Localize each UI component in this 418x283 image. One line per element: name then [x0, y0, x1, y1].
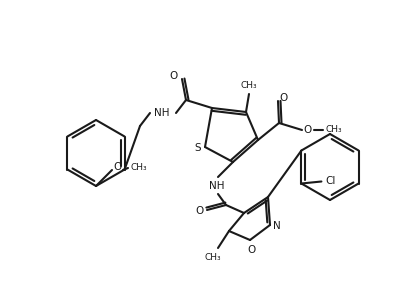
Text: CH₃: CH₃	[131, 164, 147, 173]
Text: CH₃: CH₃	[326, 125, 342, 134]
Text: CH₃: CH₃	[205, 252, 221, 261]
Text: O: O	[247, 245, 255, 255]
Text: O: O	[304, 125, 312, 135]
Text: CH₃: CH₃	[241, 82, 257, 91]
Text: O: O	[170, 71, 178, 81]
Text: S: S	[195, 143, 201, 153]
Text: O: O	[195, 206, 203, 216]
Text: O: O	[114, 162, 122, 172]
Text: Cl: Cl	[325, 177, 336, 186]
Text: NH: NH	[209, 181, 225, 191]
Text: NH: NH	[154, 108, 170, 118]
Text: O: O	[280, 93, 288, 103]
Text: N: N	[273, 221, 281, 231]
